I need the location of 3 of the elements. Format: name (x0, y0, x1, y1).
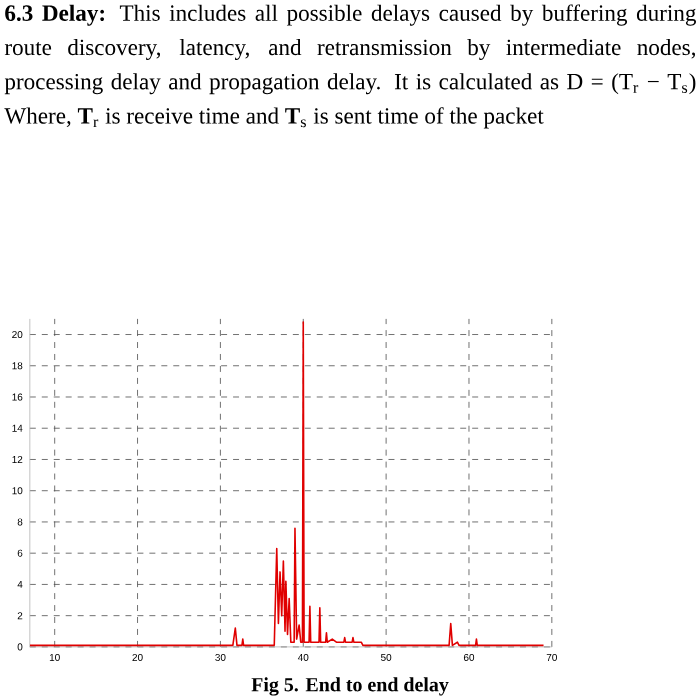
chart-title: 6.3 Delay: This includes all possible delays caused by buffering during route discovery, latency, and retransmission by intermediate nodes, processing delay and propagation delay. It is calculated as D = (T$_{r}$ − T$_{s}$) Where, T$_{r}$ is receive time and T$_{s}$ is sent time of the packet (4, 4, 697, 129)
text: Fig 5. End to end delay (251, 677, 449, 696)
line-series (29, 321, 545, 647)
